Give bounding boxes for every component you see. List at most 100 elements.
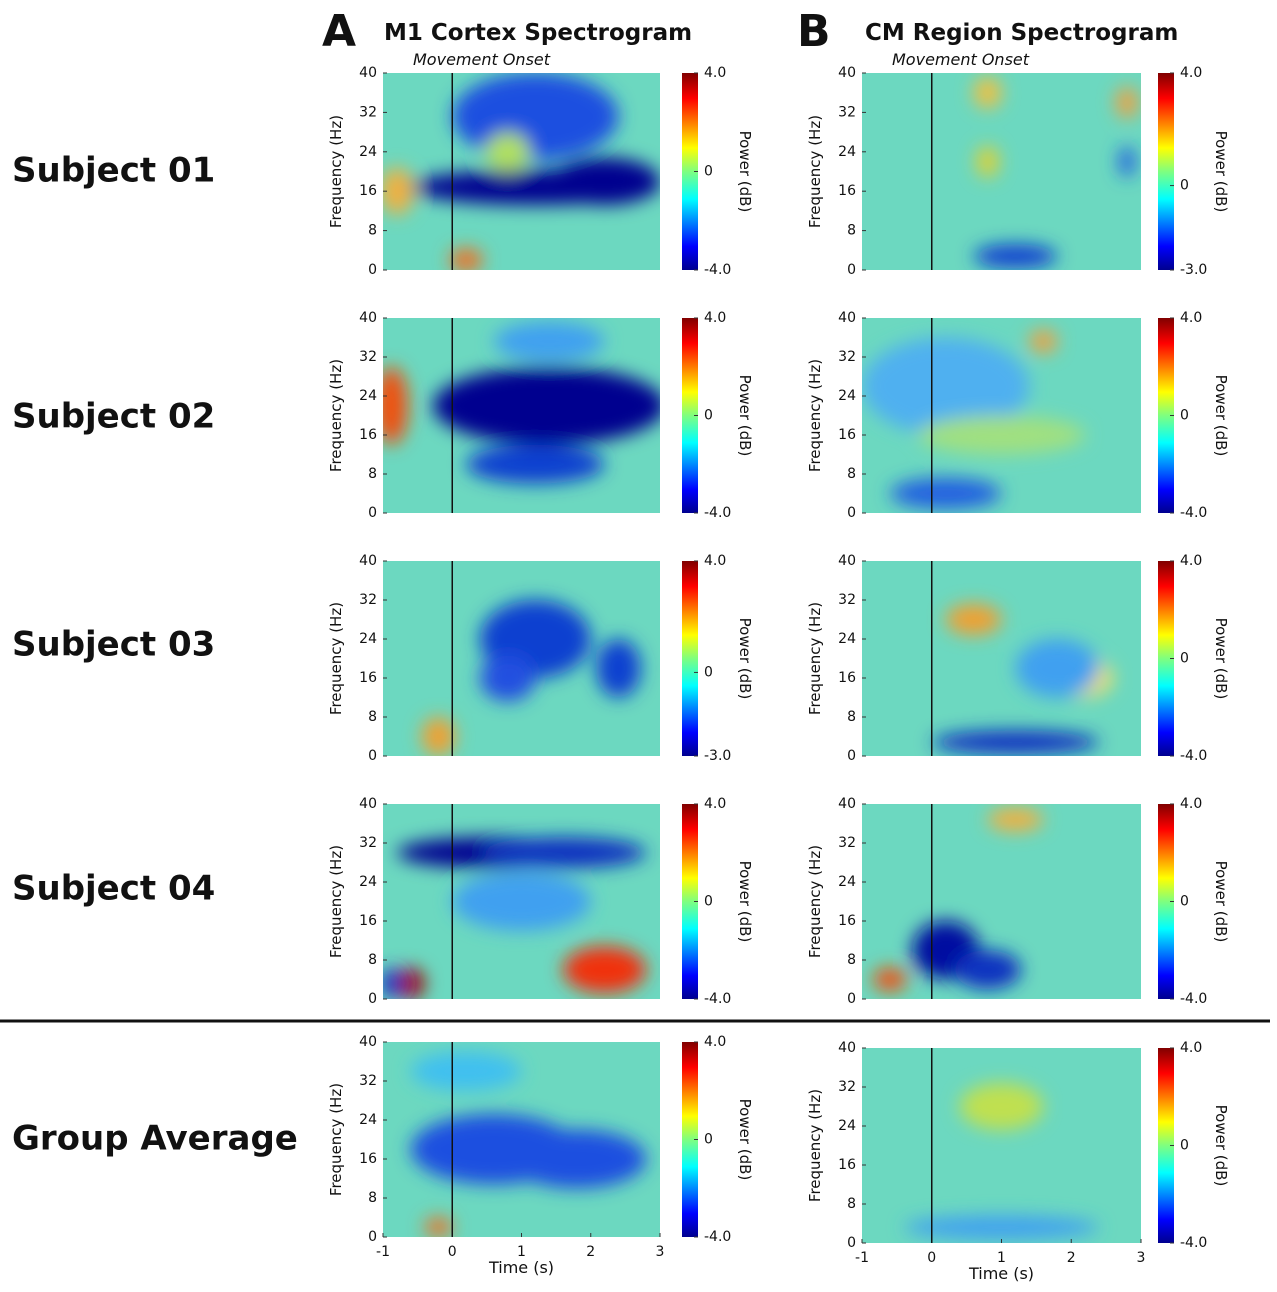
y-tick-label: 0 (847, 991, 856, 1007)
x-tick-label: 1 (517, 1244, 526, 1260)
spectrogram (862, 804, 1141, 999)
annotation: Movement Onset (413, 50, 551, 69)
row-label: Subject 02 (12, 397, 215, 437)
y-tick-label: 40 (838, 310, 856, 326)
colorbar-tick-label: -4.0 (704, 991, 731, 1007)
heatmap-texture (903, 1083, 1100, 1240)
colorbar-tick-label: 4.0 (1180, 796, 1202, 812)
row-label: Subject 04 (12, 869, 215, 909)
colorbar-label: Power (dB) (736, 375, 754, 457)
y-tick-label: 40 (359, 796, 377, 812)
heatmap-blob (889, 477, 1002, 510)
y-tick-label: 8 (368, 1190, 377, 1206)
heatmap-blob (507, 1129, 647, 1189)
heatmap-blob (452, 872, 591, 931)
colorbar-tick-label: 0 (1180, 894, 1189, 910)
colorbar-tick-label: 0 (704, 164, 713, 180)
y-tick-label: 32 (359, 349, 377, 365)
colorbar-label: Power (dB) (736, 1099, 754, 1181)
y-axis-label: Frequency (Hz) (327, 359, 345, 472)
row-label: Subject 01 (12, 151, 215, 191)
heatmap-blob (959, 1083, 1044, 1130)
heatmap (383, 804, 660, 999)
colorbar-tick-label: -4.0 (704, 505, 731, 521)
spectrogram (383, 73, 660, 270)
y-tick-label: 16 (838, 670, 856, 686)
colorbar-label: Power (dB) (1212, 861, 1230, 943)
heatmap-blob (903, 1215, 1100, 1240)
y-axis-label: Frequency (Hz) (806, 845, 824, 958)
y-tick-label: 0 (847, 1235, 856, 1251)
y-tick-label: 16 (838, 913, 856, 929)
y-tick-label: 40 (359, 310, 377, 326)
colorbar-tick-label: -3.0 (704, 748, 731, 764)
y-tick-label: 32 (838, 104, 856, 120)
y-tick-label: 16 (359, 670, 377, 686)
heatmap-blob (1015, 639, 1100, 698)
heatmap-blob (945, 603, 1002, 636)
y-tick-label: 32 (838, 1079, 856, 1095)
y-tick-label: 8 (847, 466, 856, 482)
x-tick-label: 3 (656, 1244, 665, 1260)
heatmap-blob (954, 950, 1022, 990)
colorbar-tick-label: 0 (1180, 178, 1189, 194)
heatmap-blob (917, 415, 1086, 455)
heatmap-blob (479, 837, 647, 869)
y-tick-label: 16 (838, 183, 856, 199)
y-tick-label: 24 (359, 144, 377, 160)
y-tick-label: 16 (359, 913, 377, 929)
colorbar-tick-label: 4.0 (704, 553, 726, 569)
heatmap-blob (493, 321, 605, 361)
y-tick-label: 32 (359, 835, 377, 851)
colorbar-tick-label: 0 (704, 1132, 713, 1148)
y-tick-label: 24 (838, 631, 856, 647)
y-tick-label: 0 (847, 262, 856, 278)
y-axis-label: Frequency (Hz) (327, 115, 345, 228)
colorbar-tick-label: 4.0 (704, 1034, 726, 1050)
x-axis-label: Time (s) (968, 1264, 1034, 1283)
colorbar-tick-label: 4.0 (1180, 310, 1202, 326)
x-tick-label: 2 (1067, 1250, 1076, 1266)
heatmap-base (862, 1048, 1141, 1243)
colorbar-tick-label: 0 (704, 664, 713, 680)
heatmap-blob (973, 76, 1002, 109)
y-axis-label: Frequency (Hz) (806, 115, 824, 228)
heatmap (862, 73, 1141, 270)
spectrogram (383, 561, 660, 756)
y-axis-label: Frequency (Hz) (806, 359, 824, 472)
colorbar (682, 1042, 698, 1237)
heatmap-blob (862, 337, 1030, 435)
colorbar (1158, 804, 1174, 999)
heatmap-blob (973, 244, 1058, 269)
colorbar (682, 318, 698, 513)
colorbar-tick-label: 4.0 (704, 796, 726, 812)
heatmap-blob (396, 967, 425, 999)
colorbar-tick-label: 4.0 (1180, 1040, 1202, 1056)
heatmap (383, 1042, 660, 1237)
heatmap-texture (421, 600, 641, 756)
y-tick-label: 0 (368, 748, 377, 764)
x-axis-label: Time (s) (488, 1258, 554, 1277)
x-tick-label: 0 (448, 1244, 457, 1260)
colorbar-tick-label: -4.0 (1180, 505, 1207, 521)
colorbar-label: Power (dB) (736, 861, 754, 943)
spectrogram (383, 1042, 660, 1237)
heatmap-texture (383, 321, 660, 484)
heatmap-texture (862, 329, 1086, 510)
heatmap-texture (931, 603, 1114, 755)
colorbar-tick-label: -4.0 (1180, 1235, 1207, 1251)
colorbar-label: Power (dB) (1212, 131, 1230, 213)
y-tick-label: 40 (359, 553, 377, 569)
colorbar-tick-label: -4.0 (704, 1229, 731, 1245)
y-tick-label: 32 (359, 104, 377, 120)
y-tick-label: 24 (838, 1118, 856, 1134)
y-tick-label: 40 (838, 1040, 856, 1056)
colorbar (682, 804, 698, 999)
y-tick-label: 8 (368, 223, 377, 239)
y-tick-label: 40 (359, 65, 377, 81)
colorbar-tick-label: 4.0 (704, 310, 726, 326)
y-tick-label: 24 (838, 144, 856, 160)
heatmap-blob (1118, 145, 1136, 178)
spectrogram (862, 318, 1141, 513)
